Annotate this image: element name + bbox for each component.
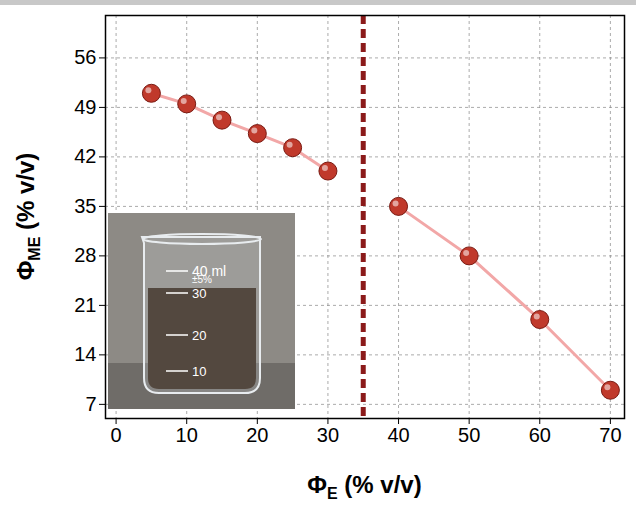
svg-text:21: 21: [74, 294, 96, 316]
svg-text:30: 30: [317, 424, 339, 446]
svg-text:49: 49: [74, 96, 96, 118]
svg-text:35: 35: [74, 195, 96, 217]
svg-text:20: 20: [192, 328, 206, 343]
svg-text:40: 40: [387, 424, 409, 446]
svg-text:42: 42: [74, 145, 96, 167]
svg-text:70: 70: [599, 424, 621, 446]
svg-text:ΦME (% v/v): ΦME (% v/v): [12, 153, 43, 281]
svg-text:28: 28: [74, 244, 96, 266]
svg-text:ΦE (% v/v): ΦE (% v/v): [307, 471, 421, 502]
svg-text:50: 50: [458, 424, 480, 446]
svg-text:60: 60: [529, 424, 551, 446]
svg-text:14: 14: [74, 343, 96, 365]
svg-text:7: 7: [85, 393, 96, 415]
svg-text:20: 20: [246, 424, 268, 446]
svg-text:0: 0: [111, 424, 122, 446]
svg-text:56: 56: [74, 46, 96, 68]
svg-text:10: 10: [192, 364, 206, 379]
svg-text:10: 10: [176, 424, 198, 446]
svg-text:30: 30: [192, 286, 206, 301]
svg-text:±5%: ±5%: [192, 274, 212, 285]
svg-text:40 ml: 40 ml: [192, 263, 227, 279]
